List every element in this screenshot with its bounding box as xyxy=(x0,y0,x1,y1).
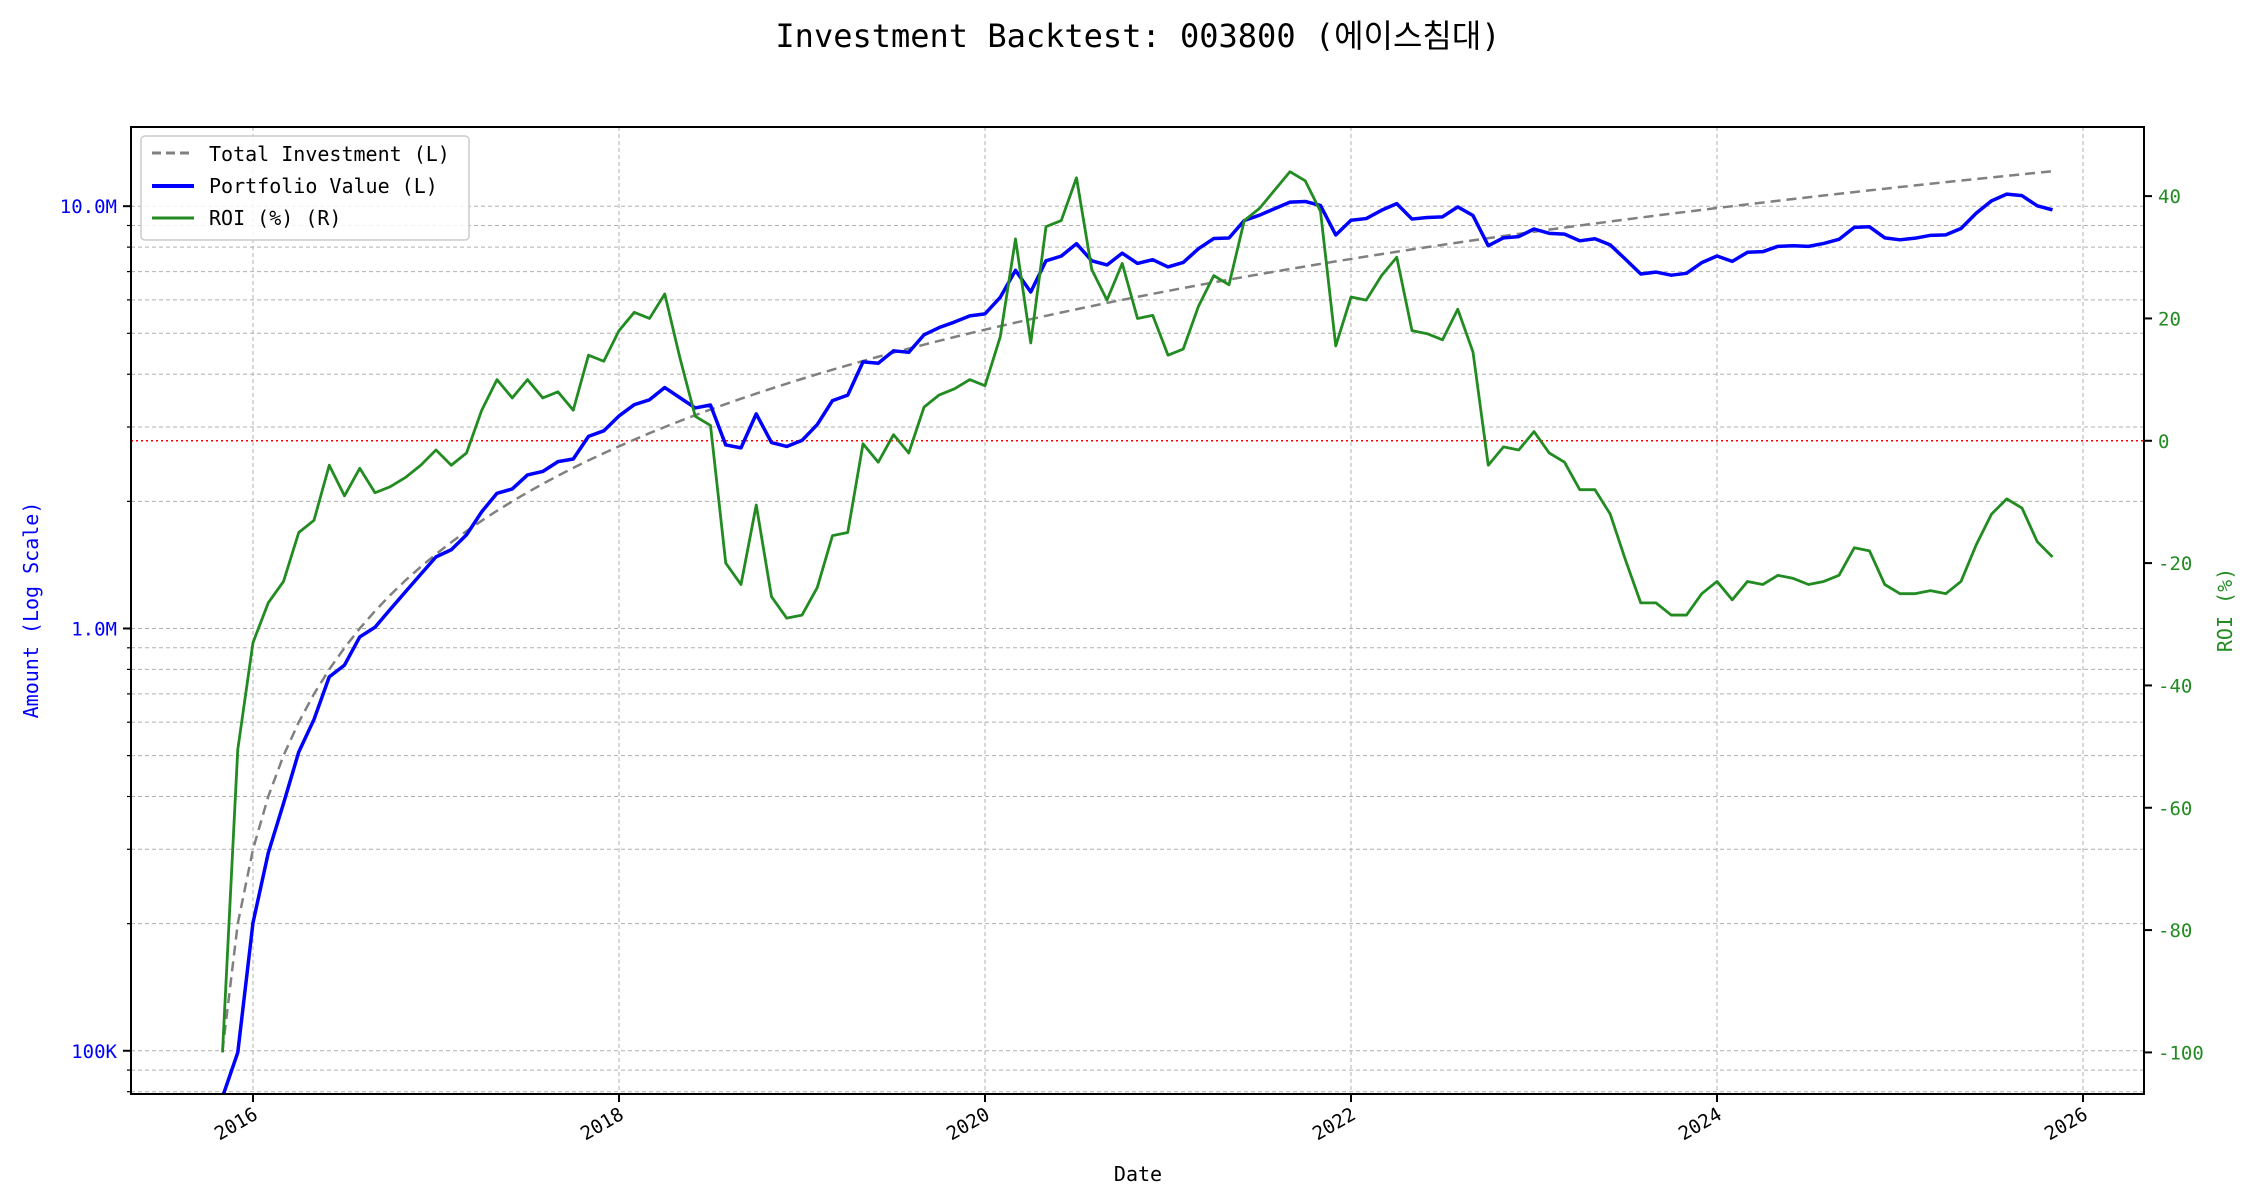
y-left-axis-label: Amount (Log Scale) xyxy=(19,502,43,719)
y-left-tick-label: 100K xyxy=(71,1041,117,1063)
y-right-tick-label: 40 xyxy=(2158,186,2181,208)
legend-label-roi: ROI (%) (R) xyxy=(209,206,341,230)
y-right-axis-label: ROI (%) xyxy=(2213,568,2237,652)
grid xyxy=(131,127,2144,1094)
y-left-tick-label: 10.0M xyxy=(60,196,117,218)
x-tick-label: 2016 xyxy=(211,1103,262,1145)
y-right-tick-label: -100 xyxy=(2158,1042,2204,1064)
y-right-tick-label: -60 xyxy=(2158,798,2192,820)
legend: Total Investment (L) Portfolio Value (L)… xyxy=(140,135,470,241)
x-axis-label: Date xyxy=(1114,1162,1162,1186)
plot-lines xyxy=(131,169,2144,1094)
total-investment-line xyxy=(221,169,2053,1051)
x-tick-label: 2018 xyxy=(577,1103,628,1145)
chart-title: Investment Backtest: 003800 (에이스침대) xyxy=(775,17,1500,55)
y-right-tick-label: -80 xyxy=(2158,920,2192,942)
y-right-tick-label: -40 xyxy=(2158,675,2192,697)
x-tick-label: 2022 xyxy=(1309,1103,1360,1145)
y-right-tick-label: 20 xyxy=(2158,308,2181,330)
legend-box xyxy=(140,135,470,241)
roi-line xyxy=(221,170,2054,1053)
y-left-tick-label: 1.0M xyxy=(71,618,117,640)
y-right-tick-label: -20 xyxy=(2158,553,2192,575)
x-tick-label: 2024 xyxy=(1675,1103,1726,1145)
axis-ticks: 100K 1.0M 10.0M 2016 2018 2020 2022 2024 2026 -10… xyxy=(60,186,2204,1145)
y-right-tick-label: 0 xyxy=(2158,431,2169,453)
legend-label-total-investment: Total Investment (L) xyxy=(209,142,450,166)
legend-label-portfolio-value: Portfolio Value (L) xyxy=(209,174,438,198)
portfolio-value-line xyxy=(221,192,2053,1094)
x-tick-label: 2020 xyxy=(943,1103,994,1145)
plot-frame xyxy=(130,126,2145,1095)
x-tick-label: 2026 xyxy=(2041,1103,2092,1145)
